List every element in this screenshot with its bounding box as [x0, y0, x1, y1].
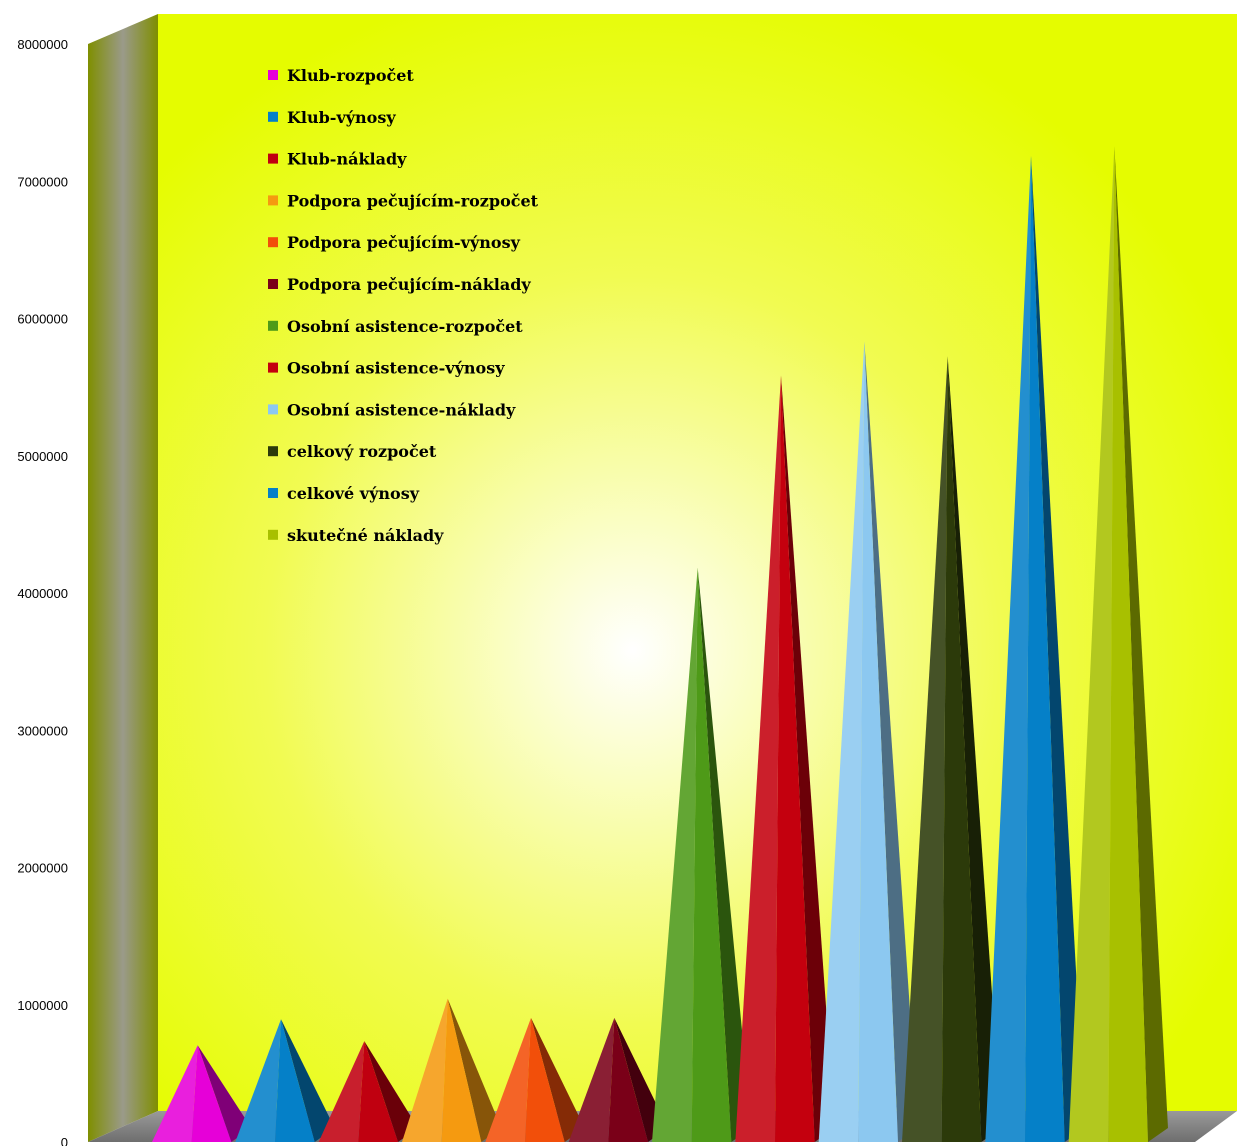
pyramid-front-face [941, 356, 982, 1142]
legend-swatch [268, 153, 278, 164]
legend-item: Osobní asistence-náklady [268, 400, 516, 419]
side-wall [88, 14, 158, 1142]
pyramid-front-face [485, 1017, 531, 1142]
pyramid-front-face [525, 1017, 565, 1142]
legend-label: Podpora pečujícím-náklady [287, 275, 531, 294]
pyramid-bar [1068, 146, 1168, 1142]
legend-swatch [268, 279, 278, 289]
legend-item: Klub-výnosy [268, 108, 396, 127]
legend-swatch [268, 404, 278, 415]
legend-item: Osobní asistence-výnosy [268, 359, 505, 378]
legend-swatch [268, 320, 278, 331]
bars-group [152, 146, 1168, 1143]
y-axis: 0 1000000 2000000 3000000 4000000 5000000 6000… [17, 37, 68, 1146]
pyramid-bar [985, 155, 1085, 1143]
pyramid-front-face [1068, 146, 1115, 1142]
legend-item: Podpora pečujícím-výnosy [268, 233, 521, 252]
y-tick-label: 0 [61, 1135, 68, 1146]
pyramid-bar [152, 1045, 252, 1142]
legend-swatch [268, 488, 278, 498]
y-tick-label: 3000000 [17, 723, 68, 738]
y-tick-label: 1000000 [17, 998, 68, 1013]
pyramid-front-face [818, 341, 865, 1143]
legend-item: Podpora pečujícím-náklady [268, 275, 531, 294]
pyramid-side-face [1031, 155, 1085, 1143]
legend-label: Klub-rozpočet [287, 66, 414, 85]
pyramid-front-face [858, 341, 898, 1143]
pyramid-bar [902, 356, 1002, 1142]
legend-swatch [268, 237, 278, 248]
pyramid-front-face [775, 375, 815, 1143]
pyramid-front-face [402, 998, 448, 1142]
legend-label: Osobní asistence-náklady [287, 400, 516, 419]
y-tick-label: 2000000 [17, 861, 68, 876]
legend-swatch [268, 70, 278, 80]
legend-label: Klub-výnosy [287, 108, 396, 127]
pyramid-side-face [197, 1045, 252, 1142]
y-tick-label: 8000000 [17, 37, 68, 52]
pyramid-front-face [1025, 155, 1065, 1143]
pyramid-front-face [152, 1045, 198, 1142]
legend: Klub-rozpočet Klub-výnosy Klub-náklady Podp… [268, 66, 539, 545]
legend-swatch [268, 362, 278, 373]
pyramid-side-face [864, 341, 918, 1143]
legend-label: Podpora pečujícím-výnosy [287, 233, 521, 252]
pyramid-front-face [691, 567, 732, 1142]
legend-swatch [268, 195, 278, 206]
pyramid-front-face [191, 1045, 232, 1142]
legend-item: celkové výnosy [268, 484, 420, 503]
pyramid-side-face [281, 1019, 335, 1142]
pyramid-front-face [652, 567, 698, 1142]
pyramid-side-face [531, 1017, 585, 1142]
pyramid-bar [735, 375, 835, 1143]
pyramid-side-face [1114, 146, 1168, 1142]
legend-label: celkový rozpočet [287, 442, 437, 461]
legend-label: Podpora pečujícím-rozpočet [287, 191, 539, 210]
pyramid-front-face [1108, 146, 1148, 1142]
pyramid-side-face [447, 998, 502, 1142]
legend-swatch [268, 446, 278, 457]
pyramid-side-face [697, 567, 752, 1142]
legend-item: Podpora pečujícím-rozpočet [268, 191, 539, 210]
pyramid-side-face [781, 375, 835, 1143]
pyramid-front-face [358, 1041, 398, 1142]
y-tick-label: 6000000 [17, 312, 68, 327]
legend-item: Klub-rozpočet [268, 66, 414, 85]
legend-label: Osobní asistence-rozpočet [287, 317, 523, 336]
pyramid-front-face [275, 1019, 315, 1142]
pyramid-front-face [235, 1019, 281, 1142]
legend-swatch [268, 529, 278, 540]
legend-label: skutečné náklady [287, 526, 444, 545]
legend-item: Osobní asistence-rozpočet [268, 317, 523, 336]
pyramid-front-face [608, 1017, 648, 1142]
pyramid-bar [235, 1019, 335, 1142]
pyramid-front-face [902, 356, 948, 1142]
legend-item: celkový rozpočet [268, 442, 437, 461]
pyramid-bar [402, 998, 502, 1142]
legend-label: Osobní asistence-výnosy [287, 359, 505, 378]
pyramid-front-face [441, 998, 482, 1142]
y-tick-label: 4000000 [17, 586, 68, 601]
pyramid-side-face [947, 356, 1002, 1142]
pyramid-front-face [318, 1041, 365, 1142]
pyramid-front-face [985, 155, 1031, 1143]
legend-label: Klub-náklady [287, 150, 407, 169]
pyramid-bar [318, 1041, 418, 1142]
pyramid-side-face [364, 1041, 418, 1142]
legend-swatch [268, 111, 278, 122]
y-tick-label: 5000000 [17, 449, 68, 464]
pyramid-front-face [735, 375, 781, 1143]
pyramid-bar [485, 1017, 585, 1142]
pyramid-bar [652, 567, 752, 1142]
pyramid-bar [818, 341, 918, 1143]
legend-item: Klub-náklady [268, 150, 407, 169]
y-tick-label: 7000000 [17, 174, 68, 189]
pyramid-front-face [568, 1017, 615, 1142]
legend-item: skutečné náklady [268, 526, 444, 545]
legend-label: celkové výnosy [287, 484, 420, 503]
